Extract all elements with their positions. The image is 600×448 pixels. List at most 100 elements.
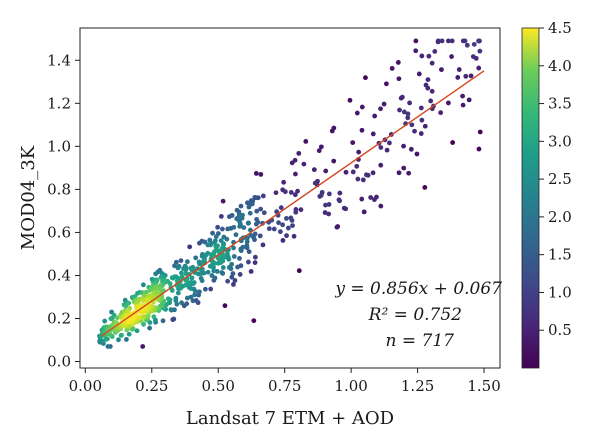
data-point xyxy=(284,215,289,221)
data-point xyxy=(140,344,146,349)
data-point xyxy=(202,239,208,245)
x-tick-label: 0.75 xyxy=(268,377,301,395)
data-point xyxy=(368,195,374,200)
data-point xyxy=(476,146,482,152)
data-point xyxy=(174,301,180,307)
data-point xyxy=(122,297,128,303)
data-point xyxy=(337,190,343,196)
plot-frame xyxy=(79,27,501,369)
data-point xyxy=(413,38,419,44)
data-point xyxy=(231,254,237,259)
data-point xyxy=(246,259,251,265)
y-tick-label: 1.4 xyxy=(47,51,71,69)
regression-annotation: y = 0.856x + 0.067 R² = 0.752 n = 717 xyxy=(334,279,502,351)
data-point xyxy=(378,162,384,168)
data-point xyxy=(200,266,205,272)
data-point xyxy=(336,197,342,203)
data-point xyxy=(471,41,477,47)
colorbar-tick-label: 0.5 xyxy=(548,321,572,339)
data-point xyxy=(284,233,289,239)
data-point xyxy=(381,101,387,107)
data-point xyxy=(468,73,474,79)
data-point xyxy=(384,81,389,87)
data-point xyxy=(432,49,438,54)
data-point xyxy=(175,290,181,296)
data-point xyxy=(252,195,258,201)
data-point xyxy=(193,255,199,261)
data-point xyxy=(113,320,119,326)
y-tick-label: 1.2 xyxy=(47,94,71,112)
data-point xyxy=(197,289,202,295)
data-point xyxy=(439,38,445,44)
data-point xyxy=(172,263,177,269)
data-point xyxy=(102,318,108,324)
data-points xyxy=(97,38,483,349)
data-point xyxy=(205,269,211,275)
data-point xyxy=(208,242,213,248)
data-point xyxy=(466,97,472,103)
data-point xyxy=(405,115,411,121)
data-point xyxy=(220,265,226,270)
y-tick-label: 0.6 xyxy=(47,223,71,241)
data-point xyxy=(439,67,444,73)
data-point xyxy=(470,54,476,59)
y-tick-label: 0.2 xyxy=(47,310,71,328)
data-point xyxy=(150,293,155,299)
data-point xyxy=(237,221,243,226)
colorbar xyxy=(521,27,540,369)
data-point xyxy=(401,143,406,149)
data-point xyxy=(401,165,407,171)
data-point xyxy=(123,303,129,309)
data-point xyxy=(370,170,376,176)
data-point xyxy=(247,210,253,216)
data-point xyxy=(409,122,415,128)
data-point xyxy=(219,226,225,232)
data-point xyxy=(384,147,390,153)
data-point xyxy=(398,95,404,101)
data-point xyxy=(355,176,361,182)
data-point xyxy=(401,109,407,115)
data-point xyxy=(276,220,281,226)
data-point xyxy=(134,328,140,334)
data-point xyxy=(229,274,235,280)
data-point xyxy=(406,170,412,176)
data-point xyxy=(224,236,230,242)
x-tick-label: 0.25 xyxy=(135,377,168,395)
data-point xyxy=(316,148,322,154)
regression-line xyxy=(100,70,485,337)
data-point xyxy=(341,205,347,211)
data-point xyxy=(218,214,224,219)
data-point xyxy=(303,138,309,144)
data-point xyxy=(278,205,284,211)
data-point xyxy=(350,140,356,145)
data-point xyxy=(246,204,252,210)
data-point xyxy=(282,189,288,195)
data-point xyxy=(190,298,196,304)
data-point xyxy=(261,210,267,216)
x-axis-title: Landsat 7 ETM + AOD xyxy=(186,408,394,429)
data-point xyxy=(428,98,434,104)
data-point xyxy=(160,318,166,324)
data-point xyxy=(130,326,136,332)
data-point xyxy=(407,100,412,106)
data-point xyxy=(295,188,300,194)
data-point xyxy=(251,318,257,324)
data-point xyxy=(418,131,424,136)
data-point xyxy=(293,209,299,215)
data-point xyxy=(253,171,259,176)
data-point xyxy=(105,336,110,342)
regression-equation: y = 0.856x + 0.067 xyxy=(334,279,502,299)
sample-count-label: n = 717 xyxy=(386,331,455,351)
data-point xyxy=(170,275,176,281)
data-point xyxy=(178,258,184,263)
data-point xyxy=(271,226,277,232)
data-point xyxy=(425,77,431,83)
data-point xyxy=(359,104,365,110)
data-point xyxy=(213,234,219,240)
data-point xyxy=(126,331,132,337)
data-point xyxy=(109,309,114,315)
data-point xyxy=(241,225,247,230)
data-point xyxy=(225,278,231,284)
data-point xyxy=(460,102,466,108)
data-point xyxy=(329,128,335,134)
